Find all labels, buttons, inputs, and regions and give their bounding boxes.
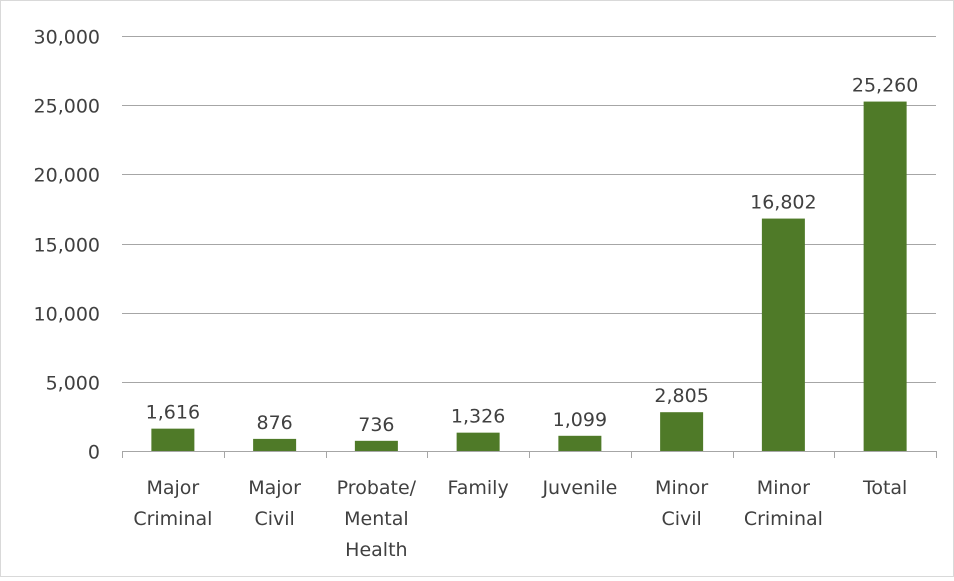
- bar: [761, 218, 805, 451]
- bar: [660, 412, 704, 451]
- bar: [456, 432, 500, 451]
- y-tick-label: 25,000: [34, 96, 100, 118]
- data-label: 2,805: [654, 385, 708, 407]
- category-label: Family: [448, 477, 509, 499]
- data-label: 1,616: [146, 402, 200, 424]
- bars: [151, 101, 907, 451]
- y-tick-label: 20,000: [34, 165, 100, 187]
- data-label: 736: [358, 414, 394, 436]
- category-label: Juvenile: [541, 477, 617, 499]
- x-axis: [122, 451, 937, 458]
- category-label: Minor Criminal: [744, 477, 823, 530]
- category-labels: Major Criminal Major Civil Probate/Mental Hea…: [133, 477, 907, 561]
- bar: [863, 101, 907, 451]
- category-label: Minor Civil: [655, 477, 708, 530]
- y-tick-label: 15,000: [34, 235, 100, 257]
- bar: [354, 440, 398, 451]
- y-axis-ticks: 0 5,000 10,000 15,000 20,000 25,000 30,000: [34, 27, 100, 464]
- bar: [558, 435, 602, 451]
- data-label: 1,099: [553, 409, 607, 431]
- data-label: 1,326: [451, 406, 505, 428]
- y-tick-label: 0: [88, 442, 100, 464]
- category-label: Major Civil: [248, 477, 301, 530]
- data-label: 16,802: [750, 192, 816, 214]
- category-label: Probate/Mental Health: [337, 477, 417, 561]
- y-tick-label: 30,000: [34, 27, 100, 49]
- category-label: Total: [862, 477, 907, 499]
- data-label: 876: [256, 412, 292, 434]
- data-label: 25,260: [852, 75, 918, 97]
- y-tick-label: 5,000: [46, 373, 100, 395]
- y-tick-label: 10,000: [34, 304, 100, 326]
- bar: [253, 438, 297, 451]
- category-label: Major Criminal: [133, 477, 212, 530]
- data-labels: 1,616 876 736 1,326 1,099 2,805 16,802 25,260: [146, 75, 919, 436]
- bar: [151, 428, 195, 451]
